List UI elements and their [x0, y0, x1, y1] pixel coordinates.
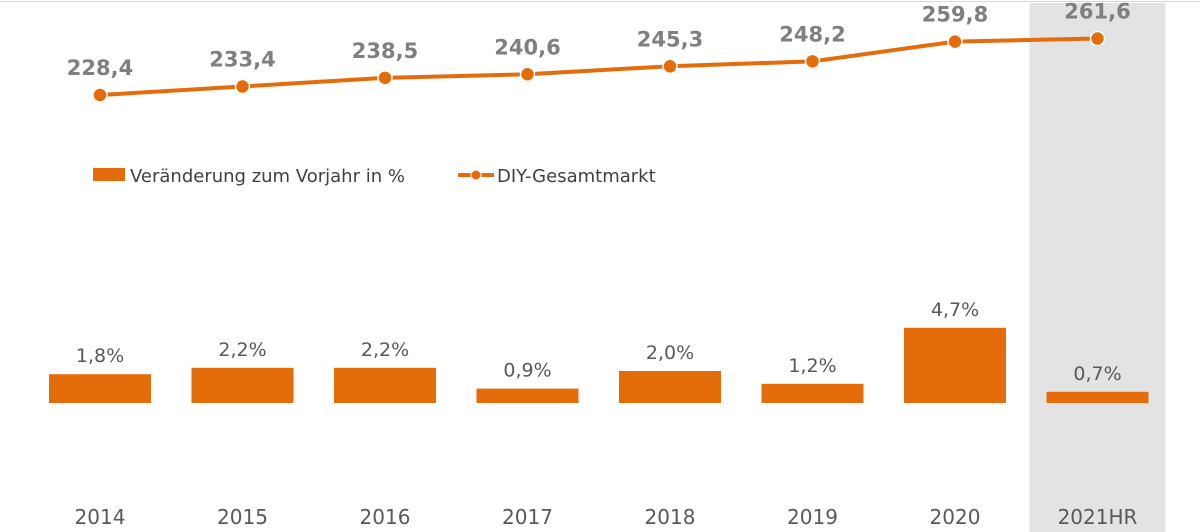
- line-point-2019: [804, 53, 821, 70]
- bar-label-2020: 4,7%: [931, 299, 979, 321]
- bar-series: [49, 327, 1149, 403]
- line-path: [99, 36, 1098, 97]
- line-point-2015: [234, 78, 251, 95]
- x-tick-2014: 2014: [75, 505, 126, 529]
- bar-label-2018: 2,0%: [646, 342, 694, 364]
- bar-2016: [334, 367, 436, 403]
- line-label-2017: 240,6: [494, 35, 560, 59]
- x-tick-2016: 2016: [360, 505, 411, 529]
- legend-line-marker: [470, 169, 482, 181]
- line-label-2020: 259,8: [922, 3, 988, 27]
- x-tick-2018: 2018: [645, 505, 696, 529]
- highlight-band-2021HR: [1029, 3, 1166, 532]
- bar-label-2021HR: 0,7%: [1073, 363, 1121, 385]
- x-tick-2021HR: 2021HR: [1058, 505, 1138, 529]
- bar-label-2016: 2,2%: [361, 339, 409, 361]
- line-point-2014: [92, 87, 108, 103]
- x-tick-2017: 2017: [502, 505, 553, 529]
- line-label-2018: 245,3: [637, 27, 703, 51]
- line-point-2021HR: [1089, 30, 1106, 47]
- bar-2020: [904, 327, 1006, 403]
- x-axis-ticks: 2014 2015 2016 2017 2018 2019 2020 2021HR: [75, 505, 1138, 529]
- x-tick-2015: 2015: [217, 505, 268, 529]
- bar-2015: [191, 367, 294, 403]
- bar-2021HR: [1046, 391, 1149, 403]
- bar-label-2017: 0,9%: [503, 360, 551, 382]
- bar-label-2014: 1,8%: [76, 345, 124, 367]
- x-tick-2020: 2020: [930, 505, 981, 529]
- bar-2017: [476, 388, 579, 403]
- x-tick-2019: 2019: [787, 505, 838, 529]
- legend-bar-swatch: [93, 168, 125, 181]
- line-label-2021HR: 261,6: [1064, 0, 1130, 24]
- data-labels: 1,8% 2,2% 2,2% 0,9% 2,0% 1,2% 4,7% 0,7% 228,4 233…: [67, 0, 1131, 385]
- legend: Veränderung zum Vorjahr in % DIY-Gesamtm…: [93, 166, 656, 187]
- line-label-2014: 228,4: [67, 56, 133, 80]
- highlight-band-layer: [1029, 3, 1166, 532]
- legend-bar-label: Veränderung zum Vorjahr in %: [130, 166, 405, 187]
- bar-label-2019: 1,2%: [788, 355, 836, 377]
- line-series: [92, 30, 1106, 103]
- line-label-2015: 233,4: [209, 48, 275, 72]
- bar-2018: [619, 371, 721, 403]
- line-point-2020: [947, 33, 963, 50]
- legend-line-label: DIY-Gesamtmarkt: [497, 166, 656, 187]
- bar-2014: [49, 374, 151, 403]
- bar-label-2015: 2,2%: [218, 339, 266, 361]
- line-point-2018: [662, 58, 678, 75]
- line-point-2017: [519, 66, 536, 83]
- bar-2019: [761, 383, 864, 403]
- line-label-2016: 238,5: [352, 39, 418, 63]
- line-label-2019: 248,2: [779, 22, 845, 46]
- line-point-2016: [377, 70, 393, 86]
